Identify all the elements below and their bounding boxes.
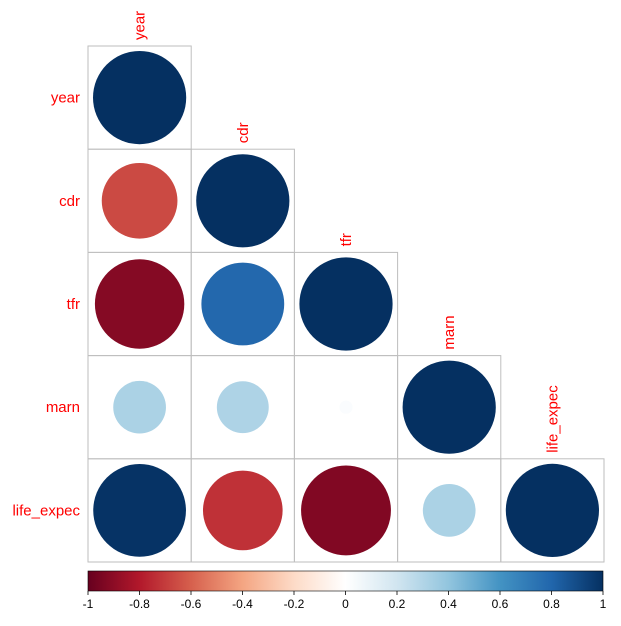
row-label-life_expec: life_expec	[12, 502, 80, 519]
row-labels: year cdr tfr marn life_expec	[12, 90, 80, 520]
circle-life_expec-year	[93, 464, 186, 557]
colorbar-tick-label: 0	[342, 597, 349, 611]
col-label-tfr: tfr	[338, 233, 355, 246]
cell-grid	[87, 45, 605, 563]
colorbar-tick-label: -0.2	[284, 597, 305, 611]
circle-year-year	[93, 51, 187, 145]
colorbar-gradient	[87, 570, 604, 592]
circle-cdr-cdr	[196, 154, 290, 248]
column-labels: year cdr tfr marn life_expec	[132, 11, 562, 453]
colorbar-tick-label: -0.4	[232, 597, 253, 611]
colorbar-tick-label: 0.4	[440, 597, 457, 611]
colorbar-tick-label: 1	[600, 597, 607, 611]
circle-tfr-tfr	[299, 257, 393, 351]
col-label-marn: marn	[441, 315, 458, 349]
colorbar-tick-label: 0.6	[492, 597, 509, 611]
colorbar-tick-label: -1	[83, 597, 94, 611]
circle-tfr-year	[94, 259, 185, 349]
circle-tfr-cdr	[201, 262, 285, 346]
cell-life_expec-life_expec	[500, 458, 605, 563]
circle-life_expec-life_expec	[505, 463, 599, 557]
correlation-circles	[93, 51, 599, 557]
colorbar: -1 -0.8 -0.6 -0.4 -0.2 0 0.2 0.4 0.6 0.8 1	[83, 570, 607, 611]
row-label-cdr: cdr	[59, 193, 80, 210]
row-label-marn: marn	[46, 399, 80, 416]
circle-marn-tfr	[339, 400, 353, 414]
circle-cdr-year	[101, 162, 178, 239]
row-label-tfr: tfr	[67, 296, 80, 313]
col-label-cdr: cdr	[235, 122, 252, 143]
circle-marn-marn	[402, 360, 496, 454]
row-label-year: year	[51, 90, 80, 107]
circle-marn-year	[113, 380, 166, 434]
circle-life_expec-tfr	[301, 465, 391, 556]
circle-life_expec-cdr	[202, 470, 283, 551]
colorbar-tick-label: 0.2	[389, 597, 406, 611]
circle-marn-cdr	[216, 381, 269, 434]
circle-life_expec-marn	[422, 484, 476, 537]
colorbar-tick-label: -0.8	[129, 597, 150, 611]
col-label-life_expec: life_expec	[544, 385, 561, 453]
colorbar-tick-label: 0.8	[543, 597, 560, 611]
colorbar-tick-label: -0.6	[181, 597, 202, 611]
col-label-year: year	[132, 11, 149, 40]
